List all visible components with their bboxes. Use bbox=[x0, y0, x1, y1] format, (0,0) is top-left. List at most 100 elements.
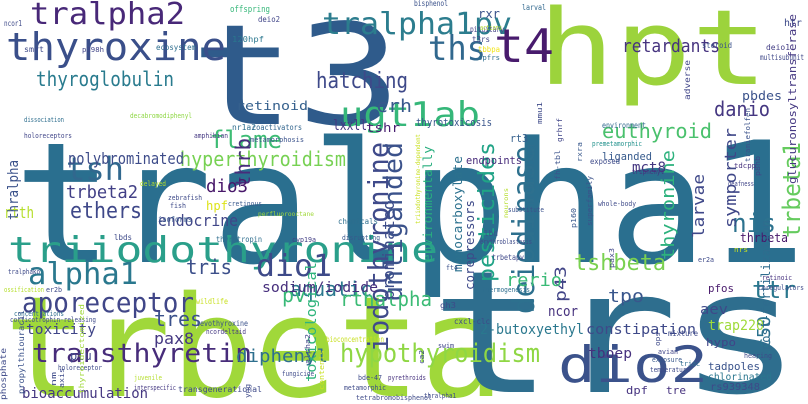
word-interspecific: interspecific bbox=[134, 384, 176, 392]
word-thyroxine: thyroxine bbox=[6, 25, 226, 69]
word-post-fertilization: post-fertilization bbox=[759, 220, 773, 350]
word-pyrethroids: pyrethroids bbox=[388, 374, 426, 382]
word-ops: ops bbox=[654, 332, 662, 346]
word-exposure: exposure bbox=[652, 356, 682, 364]
word-rtth: rtth bbox=[4, 203, 34, 222]
word-disrupting: disrupting bbox=[342, 234, 380, 242]
word-thyroglobulin: thyroglobulin bbox=[36, 67, 174, 91]
word-ca2: ca2 bbox=[418, 350, 426, 364]
word-larval: larval bbox=[522, 3, 546, 12]
word-tbbpa: tbbpa bbox=[478, 45, 500, 54]
word-nis: nis bbox=[732, 209, 776, 239]
word-concentrations: concentrations bbox=[14, 310, 64, 318]
word-thrb: thrb bbox=[231, 138, 255, 188]
word-tboep: tboep bbox=[588, 346, 632, 362]
word-thralpha: thralpha bbox=[6, 160, 22, 220]
word-smrt: smrt bbox=[24, 45, 44, 54]
word-thyrotropin: thyrotropin bbox=[216, 235, 262, 244]
word-er2a: er2a bbox=[698, 256, 714, 264]
word-hatching: hatching bbox=[316, 69, 408, 94]
word-rs939348: rs939348 bbox=[710, 382, 760, 393]
word-trbeta: trbeta bbox=[4, 267, 504, 404]
word-triphenyl: triphenyl bbox=[632, 168, 664, 176]
word-metamorphic: metamorphic bbox=[344, 384, 386, 392]
word-lbd: lbd bbox=[484, 229, 498, 238]
word-bisphenol: bisphenol bbox=[414, 0, 448, 8]
word-aquatic: aquatic bbox=[290, 277, 372, 301]
word-grhrf: grhrf bbox=[556, 118, 564, 142]
word-ugt1ab: ugt1ab bbox=[340, 95, 480, 135]
word-crh: crh bbox=[376, 96, 412, 117]
word-glucuronosyltransferase: glucuronosyltransferase bbox=[786, 14, 799, 184]
word-toxicological: toxicological bbox=[304, 262, 320, 382]
word-brominated: brominated bbox=[379, 200, 398, 300]
word-water: water bbox=[296, 322, 316, 330]
word-perfluorooctane: perfluorooctane bbox=[258, 211, 314, 218]
word-iodothyronine: iodothyronine bbox=[362, 142, 395, 352]
word-ths: ths bbox=[428, 29, 486, 69]
word-substitute: substitute bbox=[508, 206, 544, 214]
word-bioaccumulation: bioaccumulation bbox=[22, 386, 148, 402]
word-endpoints: endpoints bbox=[466, 154, 522, 167]
word-wildlife: wildlife bbox=[196, 297, 228, 306]
word-trbetapv: trbetapv bbox=[492, 253, 524, 262]
word-hypothyroidism: hypothyroidism bbox=[340, 339, 540, 369]
word-holoreceptors: holoreceptors bbox=[24, 132, 72, 140]
word-tramiefolfen: tramiefolfen bbox=[744, 108, 752, 162]
word-whole-body: whole-body bbox=[598, 200, 636, 208]
word-rxra: rxra bbox=[576, 142, 584, 162]
word-bioconcentration: bioconcentration bbox=[326, 335, 384, 344]
word-transthyretin: transthyretin bbox=[32, 339, 252, 369]
word-cyp19a: cyp19a bbox=[292, 236, 316, 244]
word-alpha1: alpha1 bbox=[28, 257, 138, 292]
word-ethers: ethers bbox=[70, 199, 142, 224]
word-larvae: larvae bbox=[689, 174, 708, 238]
word-sodium/iodide: sodium/iodide bbox=[262, 280, 378, 296]
word-euthyroid: euthyroid bbox=[602, 119, 712, 143]
word-avian: avian bbox=[658, 348, 678, 356]
word-tralpha1: tralpha1 bbox=[14, 106, 806, 302]
word-rerio: rerio bbox=[506, 270, 562, 291]
word-symporter: symporter bbox=[721, 128, 740, 228]
word-pituitary: pituitary bbox=[470, 25, 504, 34]
word-actions: actions bbox=[480, 24, 502, 32]
word-metamorphosis: metamorphosis bbox=[250, 136, 304, 144]
word-triiodothyronine: triiodothyronine bbox=[8, 230, 438, 271]
word-polybrominated: polybrominated bbox=[68, 149, 184, 168]
word-mixture: mixture bbox=[668, 329, 698, 338]
word-dio2: dio2 bbox=[558, 336, 708, 394]
word-monocarboxylate: monocarboxylate bbox=[451, 156, 465, 272]
word-retinoic: retinoic bbox=[762, 274, 792, 282]
word-chemicals: chemicals bbox=[338, 217, 378, 226]
word-pesticides: pesticides bbox=[475, 142, 500, 282]
word-deio2: deio2 bbox=[258, 15, 280, 24]
word-cxcl-clc: cxcl-clc bbox=[454, 317, 490, 326]
word-htr: htr bbox=[784, 18, 802, 29]
word-fungicide: fungicide bbox=[282, 370, 314, 378]
word-swim: swim bbox=[438, 342, 454, 350]
word-neurons: neurons bbox=[503, 188, 510, 218]
word-tres: tres bbox=[154, 307, 202, 331]
word-retardants: retardants bbox=[622, 36, 720, 57]
word-ecosystem: ecosystem bbox=[156, 43, 196, 52]
word-holoreceptor: holoreceptor bbox=[58, 364, 102, 372]
word-thralpha1: thralpha1 bbox=[424, 392, 456, 400]
word-dio1: dio1 bbox=[256, 249, 332, 284]
word-ligand-binding: ligand-binding bbox=[524, 144, 537, 234]
word-tadpoles: tadpoles bbox=[708, 360, 760, 373]
word-temperature: temperature bbox=[650, 366, 690, 374]
word-ncor: ncor bbox=[548, 304, 578, 320]
word-thrbeta: thrbeta bbox=[740, 231, 788, 245]
word-nr1a2: nr1a2 bbox=[232, 123, 256, 132]
word-p43: p43 bbox=[551, 266, 570, 302]
word-thermogenesis: thermogenesis bbox=[482, 286, 530, 294]
word-phosphate: phosphate bbox=[0, 348, 8, 400]
word-tshbeta: tshbeta bbox=[574, 251, 666, 276]
word-trbeta2: trbeta2 bbox=[66, 182, 138, 203]
word-multisubunit: multisubunit bbox=[760, 53, 804, 62]
word-deiodinase: deiodinase bbox=[507, 146, 542, 314]
word-hearing: hearing bbox=[744, 352, 772, 360]
word-mct8: mct8 bbox=[632, 160, 666, 176]
word-tetrabromobisphenol: tetrabromobisphenol bbox=[356, 394, 432, 402]
